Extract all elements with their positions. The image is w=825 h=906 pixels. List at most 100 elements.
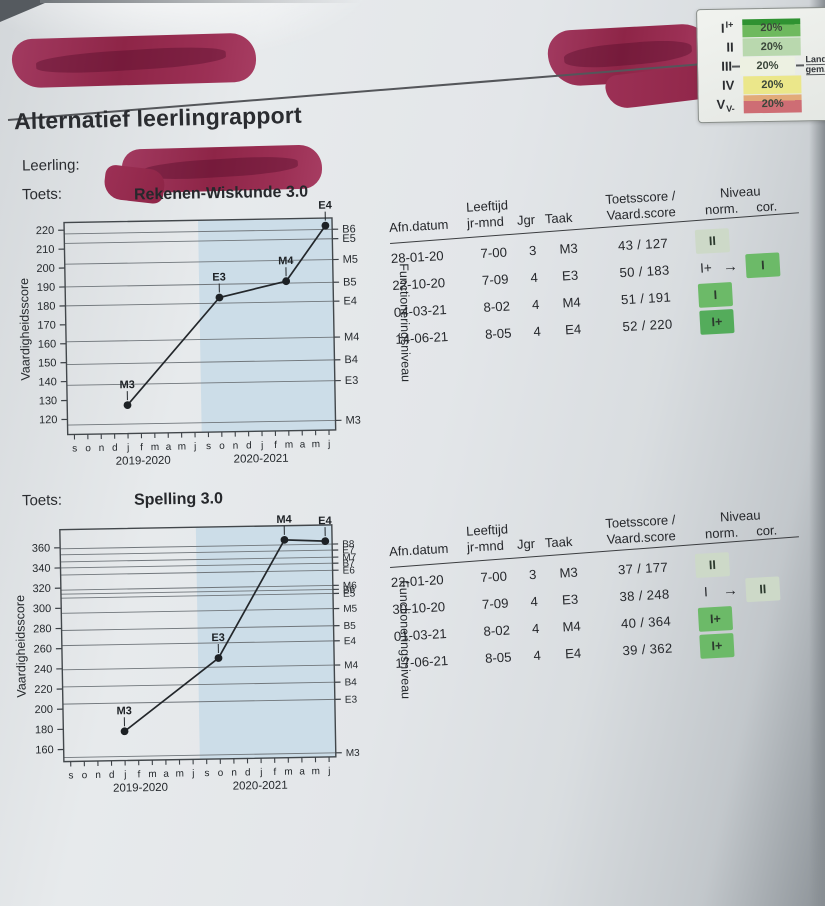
cell-score: 50 / 183 [619, 262, 670, 281]
cell-jgr: 4 [533, 323, 542, 340]
month-label: o [85, 443, 91, 454]
y-tick-label: 130 [39, 395, 58, 407]
month-label: a [166, 442, 172, 453]
y-tick-label: 120 [39, 414, 58, 426]
niveau-text: I [703, 584, 709, 600]
level-gridline [60, 584, 333, 591]
legend-level-text: III [721, 58, 733, 74]
level-gridline [62, 681, 335, 688]
level-label: M5 [343, 604, 358, 615]
header-line: Afn.datum [388, 540, 449, 560]
y-tick-label: 340 [32, 563, 51, 575]
point-label: E3 [212, 271, 226, 283]
niveau-legend: I I+ 20% II 20% III 20% Land gem. IV 20% V V- 20% [696, 6, 825, 124]
year-label: 2020-2021 [233, 780, 288, 793]
data-point [282, 277, 291, 286]
col-header-score: Toetsscore / Vaard.score [598, 512, 685, 549]
level-label: B5 [343, 621, 356, 632]
header-line: jr-mnd [466, 213, 505, 231]
header-norm: norm. [704, 200, 739, 218]
year-label: 2020-2021 [234, 453, 289, 466]
y-tick-label: 200 [35, 704, 54, 716]
legend-row-III: III 20% Land gem. [706, 53, 825, 76]
data-series: M3 E3 M4 E4 [116, 514, 333, 736]
cell-leeftijd: 7-00 [480, 244, 508, 262]
y-tick-label: 160 [38, 338, 57, 350]
cell-leeftijd: 7-09 [481, 271, 509, 288]
cell-taak: M4 [562, 618, 582, 635]
y-tick-label: 320 [32, 583, 51, 595]
level-label: M3 [346, 748, 361, 759]
cell-jgr: 4 [530, 269, 539, 286]
cell-afn-datum: 01-03-21 [393, 626, 448, 644]
level-gridline [62, 698, 335, 705]
y-tick-label: 180 [35, 724, 54, 736]
data-point [280, 535, 289, 544]
point-label: E3 [211, 632, 225, 644]
level-gridline [66, 380, 335, 386]
photo-corner-shadow [0, 0, 52, 22]
level-gridline [61, 640, 334, 647]
month-label: a [163, 769, 169, 780]
cell-leeftijd: 8-05 [484, 649, 512, 666]
y-tick-label: 150 [38, 357, 57, 369]
header-line: jr-mnd [466, 537, 505, 555]
header-cor: cor. [755, 198, 778, 215]
y-tick-label: 190 [37, 282, 56, 294]
month-label: m [148, 769, 157, 780]
month-label: j [191, 768, 194, 779]
y-tick-label: 240 [34, 663, 53, 675]
month-label: n [231, 768, 237, 779]
year-label: 2019-2020 [113, 782, 168, 795]
level-label: M4 [344, 331, 359, 343]
data-point [215, 293, 224, 302]
right-axis-title: Functioneringsniveau [397, 580, 413, 699]
month-label: j [193, 441, 196, 452]
cell-score: 51 / 191 [620, 289, 672, 308]
col-header-jgr: Jgr [516, 195, 546, 229]
month-label: f [137, 769, 140, 780]
header-line: Afn.datum [388, 216, 449, 236]
cell-jgr: 4 [531, 620, 540, 637]
legend-color-band: 20% [743, 93, 802, 113]
data-point [214, 654, 223, 662]
month-label: f [140, 442, 143, 453]
data-point [321, 537, 330, 546]
level-label: B5 [343, 276, 357, 288]
level-gridline [60, 543, 333, 550]
cell-afn-datum: 22-01-20 [390, 572, 445, 591]
level-gridline [60, 556, 333, 563]
legend-level-label: V V- [707, 97, 735, 114]
cell-taak: M3 [559, 240, 579, 257]
legend-level-label: I I+ [705, 19, 734, 36]
cell-spacer [591, 571, 601, 572]
col-header-taak: Taak [544, 517, 590, 551]
y-tick-label: 200 [36, 263, 55, 275]
level-label: B6 [342, 223, 356, 235]
paper-right-edge [809, 0, 825, 906]
cell-score: 37 / 177 [617, 559, 669, 578]
col-header-leeftijd: Leeftijd jr-mnd [466, 521, 518, 556]
legend-row-IV: IV 20% [706, 74, 825, 95]
level-gridline [63, 752, 336, 759]
level-gridline [62, 664, 335, 671]
level-gridline [60, 569, 333, 576]
legend-color-band: 20% [742, 36, 801, 56]
legend-level-text: II [726, 39, 734, 55]
level-gridline [67, 419, 336, 426]
y-axis: 160 180 200 220 240 260 280 300 320 340 360 [32, 542, 64, 756]
month-label: m [284, 767, 293, 778]
cell-score: 40 / 364 [620, 613, 672, 632]
results-table-rekenen: Afn.datum Leeftijd jr-mnd Jgr Taak Toetsscore… [388, 181, 806, 353]
legend-level-tag: V- [726, 103, 735, 114]
level-label: B6 [343, 585, 356, 596]
cell-taak: M4 [562, 294, 582, 311]
cell-afn-datum: 04-03-21 [393, 302, 448, 320]
month-label: a [299, 766, 305, 777]
legend-level-label: III [706, 59, 732, 74]
series-line [124, 538, 326, 732]
y-tick-label: 170 [37, 319, 56, 331]
month-label: j [123, 770, 126, 781]
